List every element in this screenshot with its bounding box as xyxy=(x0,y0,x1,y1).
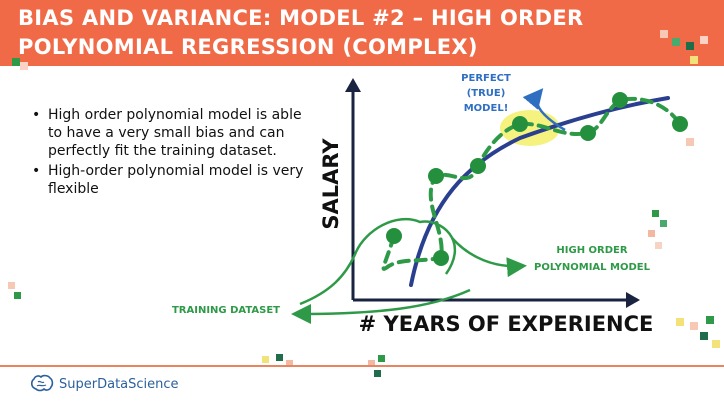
bullet-list: High order polynomial model is able to h… xyxy=(30,106,320,200)
training-dataset-label: TRAINING DATASET xyxy=(172,305,280,316)
decor-square xyxy=(700,36,708,44)
high-order-polynomial-curve xyxy=(381,96,682,271)
training-point xyxy=(672,116,688,132)
decor-square xyxy=(655,242,662,249)
slide-title-line-2: POLYNOMIAL REGRESSION (COMPLEX) xyxy=(18,35,478,59)
decor-square xyxy=(706,316,714,324)
decor-square xyxy=(700,332,708,340)
x-axis-label: # YEARS OF EXPERIENCE xyxy=(359,312,654,336)
decor-square xyxy=(8,282,15,289)
training-point xyxy=(433,250,449,266)
decor-square xyxy=(14,292,21,299)
decor-square xyxy=(368,360,375,367)
decor-square xyxy=(286,360,293,367)
slide-title-line-1: BIAS AND VARIANCE: MODEL #2 – HIGH ORDER xyxy=(18,6,584,30)
decor-square xyxy=(660,30,668,38)
decor-square xyxy=(660,220,667,227)
true-model-label-line-3: MODEL! xyxy=(464,103,509,114)
true-model-arrow xyxy=(522,88,566,132)
decor-square xyxy=(648,230,655,237)
brand-logo: SuperDataScience xyxy=(30,372,179,396)
decor-square xyxy=(374,370,381,377)
decor-square xyxy=(690,56,698,64)
brain-icon xyxy=(30,374,54,392)
training-point xyxy=(580,125,596,141)
high-order-label-line-1: HIGH ORDER xyxy=(556,245,627,256)
training-point xyxy=(386,228,402,244)
high-order-label-line-2: POLYNOMIAL MODEL xyxy=(534,262,651,273)
training-point xyxy=(612,92,628,108)
decor-square xyxy=(686,42,694,50)
decor-square xyxy=(712,340,720,348)
y-axis-label: SALARY xyxy=(319,138,343,230)
true-model-label-line-1: PERFECT xyxy=(461,73,511,84)
high-order-arrow xyxy=(451,237,527,278)
decor-square xyxy=(676,318,684,326)
decor-square xyxy=(672,38,680,46)
decor-square xyxy=(12,58,20,66)
decor-square xyxy=(276,354,283,361)
slide-header: BIAS AND VARIANCE: MODEL #2 – HIGH ORDER… xyxy=(0,0,724,66)
training-dataset-arrow xyxy=(291,288,471,324)
bullet-item: High order polynomial model is able to h… xyxy=(30,106,320,160)
training-point xyxy=(512,116,528,132)
decor-square xyxy=(652,210,659,217)
footer-divider xyxy=(0,365,724,367)
bullet-item: High-order polynomial model is very flex… xyxy=(30,162,320,198)
decor-square xyxy=(262,356,269,363)
decor-square xyxy=(690,322,698,330)
training-dataset-lasso xyxy=(299,217,456,306)
training-point xyxy=(428,168,444,184)
decor-square xyxy=(686,138,694,146)
decor-square xyxy=(378,355,385,362)
training-point xyxy=(470,158,486,174)
decor-square xyxy=(20,62,28,70)
brand-name: SuperDataScience xyxy=(59,376,179,392)
x-axis-arrow xyxy=(626,292,640,308)
true-model-label-line-2: (TRUE) xyxy=(467,88,506,99)
y-axis-arrow xyxy=(345,78,361,92)
